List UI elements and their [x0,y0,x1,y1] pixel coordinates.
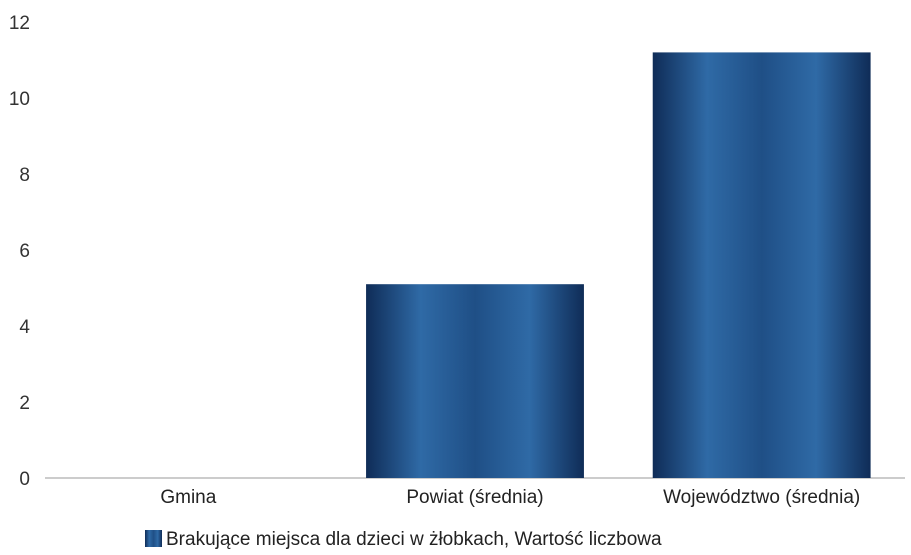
y-tick-label: 6 [19,241,30,262]
y-tick-label: 10 [9,89,30,110]
x-axis-labels: Gmina Powiat (średnia) Województwo (średni… [160,487,860,508]
legend-label[interactable]: Brakujące miejsca dla dzieci w żłobkach,… [166,529,662,550]
y-axis-ticks: 0 2 4 6 8 10 12 [9,13,31,490]
y-tick-label: 2 [19,393,30,414]
bar[interactable] [366,284,584,478]
y-tick-label: 4 [19,317,30,338]
y-tick-label: 8 [19,165,30,186]
x-tick-label: Powiat (średnia) [406,487,543,508]
y-tick-label: 0 [19,469,30,490]
bars-group [366,52,871,479]
x-tick-label: Województwo (średnia) [663,487,860,508]
legend-swatch[interactable] [145,530,162,547]
legend[interactable]: Brakujące miejsca dla dzieci w żłobkach,… [145,529,662,550]
y-tick-label: 12 [9,13,30,34]
bar[interactable] [652,52,871,479]
x-tick-label: Gmina [160,487,216,508]
